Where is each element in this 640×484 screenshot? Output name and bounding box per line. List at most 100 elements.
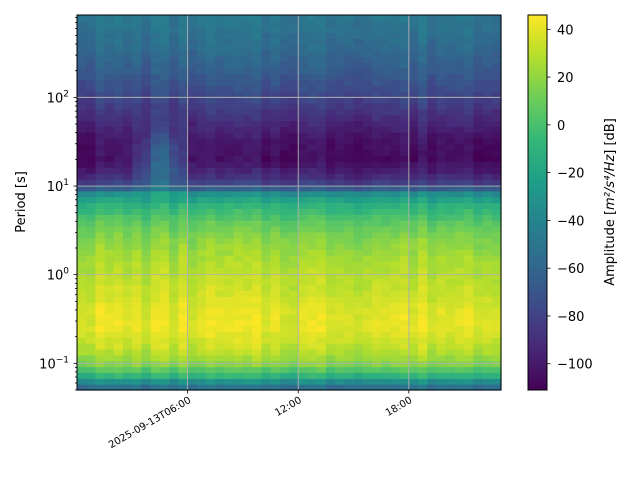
- heatmap-cell: [261, 296, 272, 303]
- heatmap-cell: [344, 161, 355, 168]
- heatmap-cell: [132, 108, 143, 116]
- heatmap-cell: [104, 102, 115, 110]
- heatmap-cell: [178, 108, 189, 116]
- heatmap-cell: [279, 348, 290, 356]
- heatmap-cell: [242, 143, 253, 151]
- heatmap-cell: [408, 26, 419, 34]
- heatmap-cell: [252, 50, 262, 57]
- heatmap-cell: [335, 284, 345, 291]
- heatmap-cell: [325, 179, 336, 186]
- heatmap-cell: [344, 167, 355, 174]
- heatmap-cell: [95, 108, 106, 116]
- heatmap-cell: [390, 44, 401, 51]
- heatmap-cell: [150, 331, 161, 338]
- heatmap-cell: [399, 61, 410, 69]
- heatmap-cell: [233, 67, 244, 75]
- heatmap-cell: [353, 167, 364, 174]
- heatmap-cell: [252, 161, 262, 168]
- plot-frame: [76, 14, 502, 391]
- heatmap-cell: [270, 108, 281, 116]
- heatmap-cell: [132, 15, 143, 22]
- heatmap-cell: [215, 50, 226, 57]
- heatmap-cell: [132, 32, 143, 40]
- heatmap-cell: [427, 173, 438, 180]
- heatmap-cell: [335, 343, 345, 350]
- heatmap-cell: [344, 249, 355, 256]
- heatmap-cell: [482, 249, 493, 256]
- heatmap-cell: [427, 73, 438, 81]
- heatmap-cell: [261, 138, 272, 145]
- heatmap-cell: [159, 56, 170, 63]
- heatmap-cell: [307, 67, 318, 75]
- heatmap-cell: [390, 348, 401, 356]
- heatmap-cell: [418, 179, 428, 186]
- heatmap-cell: [381, 120, 391, 127]
- heatmap-cell: [325, 190, 336, 198]
- heatmap-cell: [270, 225, 281, 233]
- heatmap-cell: [215, 343, 226, 350]
- heatmap-cell: [344, 360, 355, 368]
- heatmap-cell: [95, 173, 106, 180]
- heatmap-cell: [464, 97, 474, 104]
- heatmap-cell: [196, 266, 207, 274]
- heatmap-cell: [113, 313, 124, 321]
- heatmap-cell: [242, 208, 253, 215]
- heatmap-cell: [169, 61, 179, 69]
- heatmap-cell: [427, 138, 438, 145]
- heatmap-cell: [215, 44, 226, 51]
- heatmap-cell: [150, 114, 161, 122]
- heatmap-cell: [141, 337, 152, 344]
- heatmap-cell: [491, 237, 502, 245]
- heatmap-cell: [113, 307, 124, 315]
- heatmap-cell: [123, 261, 133, 268]
- heatmap-cell: [279, 73, 290, 81]
- heatmap-cell: [141, 313, 152, 321]
- heatmap-cell: [77, 26, 87, 34]
- heatmap-cell: [335, 249, 345, 256]
- heatmap-cell: [77, 360, 87, 368]
- heatmap-cell: [491, 272, 502, 280]
- heatmap-cell: [279, 225, 290, 233]
- heatmap-cell: [187, 278, 198, 286]
- heatmap-cell: [270, 348, 281, 356]
- heatmap-cell: [464, 360, 474, 368]
- heatmap-cell: [316, 91, 327, 98]
- heatmap-cell: [196, 73, 207, 81]
- heatmap-cell: [86, 161, 97, 168]
- heatmap-cell: [298, 372, 309, 379]
- heatmap-cell: [473, 231, 484, 239]
- heatmap-cell: [399, 372, 410, 379]
- heatmap-cell: [436, 378, 447, 385]
- heatmap-cell: [242, 378, 253, 385]
- heatmap-cell: [224, 108, 235, 116]
- heatmap-cell: [418, 102, 428, 110]
- heatmap-cell: [169, 296, 179, 303]
- heatmap-cell: [141, 384, 152, 391]
- heatmap-cell: [298, 91, 309, 98]
- heatmap-cell: [196, 91, 207, 98]
- heatmap-cell: [381, 79, 391, 86]
- heatmap-cell: [344, 343, 355, 350]
- heatmap-cell: [408, 261, 419, 268]
- heatmap-cell: [261, 155, 272, 163]
- heatmap-cell: [178, 85, 189, 92]
- heatmap-cell: [362, 307, 373, 315]
- heatmap-cell: [353, 214, 364, 221]
- heatmap-cell: [362, 38, 373, 45]
- heatmap-cell: [279, 290, 290, 297]
- heatmap-cell: [344, 366, 355, 374]
- heatmap-cell: [104, 278, 115, 286]
- heatmap-cell: [233, 161, 244, 168]
- heatmap-cell: [408, 231, 419, 239]
- heatmap-cell: [224, 102, 235, 110]
- heatmap-cell: [252, 272, 262, 280]
- heatmap-cell: [95, 44, 106, 51]
- heatmap-cell: [261, 143, 272, 151]
- heatmap-cell: [316, 179, 327, 186]
- heatmap-cell: [335, 26, 345, 34]
- heatmap-cell: [316, 220, 327, 227]
- heatmap-cell: [344, 132, 355, 139]
- heatmap-cell: [242, 20, 253, 28]
- heatmap-cell: [132, 290, 143, 297]
- colorbar-label-suffix: ] [dB]: [603, 118, 618, 155]
